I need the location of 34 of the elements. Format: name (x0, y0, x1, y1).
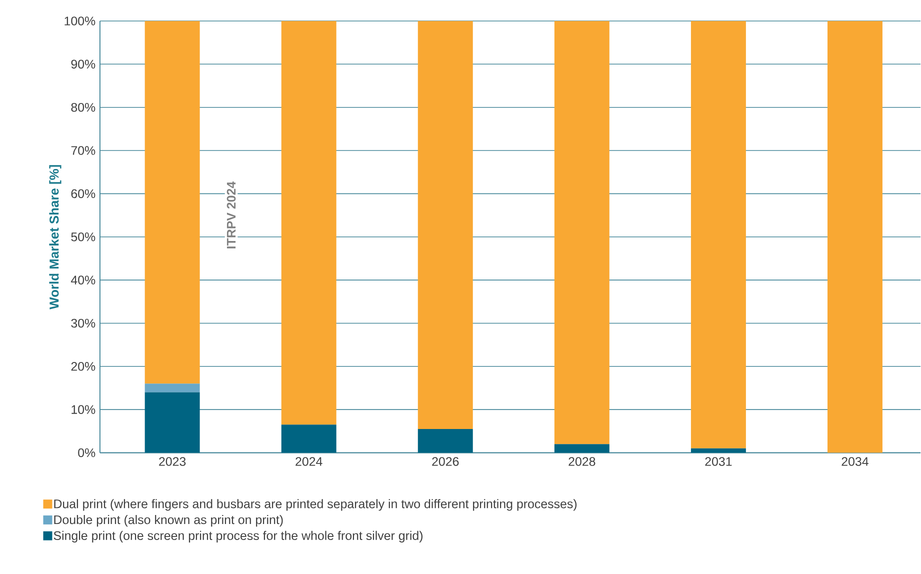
x-tick-label: 2028 (568, 457, 596, 466)
y-tick-label: 70% (71, 146, 96, 156)
y-tick-label: 0% (78, 448, 96, 458)
bar (827, 21, 882, 453)
y-tick-label: 10% (72, 405, 96, 414)
y-tick-label: 40% (70, 276, 96, 285)
bar (554, 444, 610, 453)
y-tick-label: 90% (71, 60, 96, 69)
y-tick-label: 50% (71, 232, 96, 242)
x-tick-label: 2026 (432, 457, 459, 466)
bar (144, 384, 200, 392)
bar (281, 21, 336, 425)
bar (690, 21, 746, 449)
x-tick-label: 2031 (705, 457, 732, 466)
bar (144, 21, 200, 384)
bar (418, 21, 473, 430)
y-tick-label: 100% (64, 16, 96, 26)
bar (554, 21, 610, 444)
x-tick-label: 2034 (842, 457, 868, 466)
y-tick-label: 60% (71, 189, 96, 198)
bar (690, 448, 746, 453)
legend-label: Dual print (where fingers and busbars are printed separately in two different printing processes) (54, 499, 577, 511)
bar (418, 429, 473, 453)
legend-label: Double print (also known as print on print) (54, 515, 283, 527)
y-tick-label: 20% (71, 362, 96, 371)
bar (281, 424, 336, 453)
annotation: ITRPV 2024 (226, 182, 236, 249)
x-tick-label: 2024 (296, 457, 322, 466)
legend-label: Single print (one screen print process for the whole front silver grid) (54, 531, 422, 543)
x-tick-label: 2023 (159, 457, 186, 466)
y-tick-label: 30% (71, 318, 96, 328)
bar (144, 392, 200, 453)
y-axis-title: World Market Share [%] (49, 165, 62, 310)
y-tick-label: 80% (71, 103, 96, 112)
